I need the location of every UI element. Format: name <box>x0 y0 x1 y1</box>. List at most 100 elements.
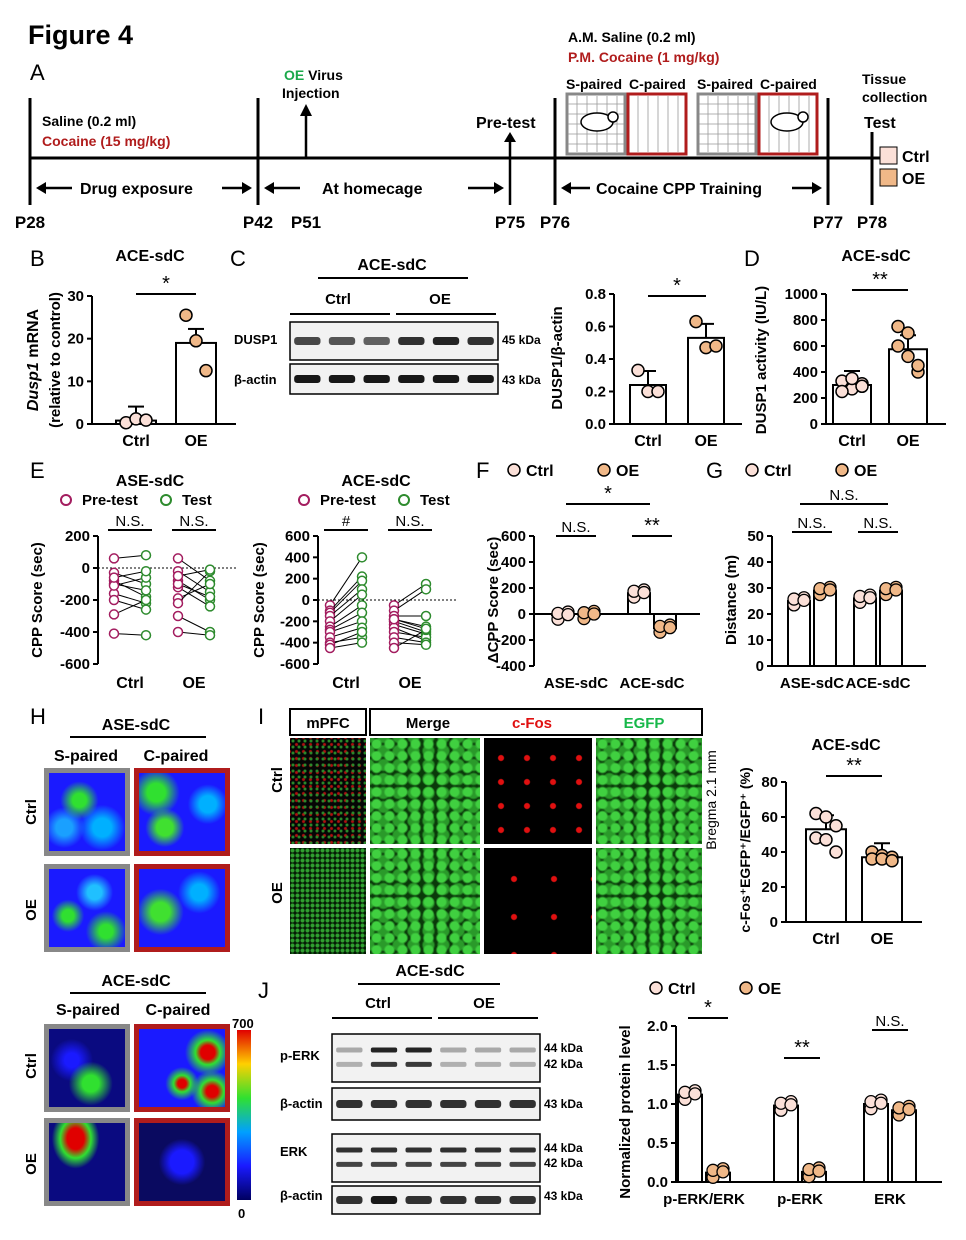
blot-band <box>336 1196 363 1204</box>
saline-early: Saline (0.2 ml) <box>42 113 136 129</box>
day-labels: P28 P42 P51 P75 P76 P77 P78 <box>15 213 887 232</box>
heatmap-ase-ctrl-c <box>134 768 230 856</box>
test-point <box>356 575 368 587</box>
panel-h-bottom-row-ctrl: Ctrl <box>23 1053 40 1079</box>
significance-label: ** <box>794 1037 810 1059</box>
panel-c-kda-2: 43 kDa <box>502 373 541 387</box>
panel-f-chart: -400 -200 0 200 400 600 ASE-sdC ACE-sdC Ctrl OE N.… <box>496 463 700 692</box>
x-tick-label: ACE-sdC <box>619 675 684 692</box>
blot-band <box>509 1100 536 1108</box>
y-tick-label: -200 <box>496 632 526 649</box>
panel-i-header-egfp: EGFP <box>624 715 665 732</box>
blot-band <box>432 337 460 345</box>
panel-e-left-title: ASE-sdC <box>116 473 185 490</box>
panel-i-chart: 0 20 40 60 80 Ctrl OE ** <box>761 755 922 948</box>
y-tick-label: 80 <box>761 774 778 791</box>
blot-strip <box>289 363 499 395</box>
test-point <box>204 629 216 641</box>
panel-c-blot <box>289 321 499 395</box>
panel-b-title: ACE-sdC <box>115 248 185 265</box>
panel-c-ylabel: DUSP1/β-actin <box>549 306 566 409</box>
significance-label: * <box>162 273 170 295</box>
panel-letter-i: I <box>258 704 264 729</box>
pair-line <box>113 572 147 585</box>
x-tick-label: OE <box>694 433 717 450</box>
y-tick-label: 600 <box>793 338 818 355</box>
x-tick-label: Ctrl <box>332 675 360 692</box>
data-point <box>637 585 651 600</box>
heatmap-scale-min: 0 <box>238 1206 245 1221</box>
cocaine-early: Cocaine (15 mg/kg) <box>42 133 170 149</box>
panel-i-title: ACE-sdC <box>811 737 881 754</box>
data-point <box>797 593 811 607</box>
micrograph-oe-merge <box>370 848 480 954</box>
pretest-point <box>172 597 184 609</box>
data-point <box>823 583 837 597</box>
significance-label: N.S. <box>561 519 590 536</box>
blot-band <box>474 1147 502 1153</box>
c-paired-1: C-paired <box>629 76 686 92</box>
significance-label: N.S. <box>863 515 892 532</box>
significance-label: ** <box>846 755 862 777</box>
pair-line <box>113 577 147 587</box>
pm-cocaine-label: P.M. Cocaine (1 mg/kg) <box>568 49 719 65</box>
pair-line <box>177 586 211 607</box>
pair-line <box>393 620 427 633</box>
blot-strip <box>331 1087 541 1121</box>
blot-band <box>405 1047 432 1053</box>
bar <box>175 341 217 425</box>
legend-ctrl: Ctrl <box>902 149 930 166</box>
significance-label: N.S. <box>829 487 858 504</box>
pair-line <box>329 604 363 628</box>
blot-band <box>336 1161 363 1167</box>
pair-line <box>393 627 427 641</box>
x-tick-label: OE <box>896 433 919 450</box>
pretest-point <box>108 628 120 639</box>
heatmap-ace-ctrl-s <box>44 1024 130 1112</box>
micrograph-ctrl-mpfc <box>290 738 366 844</box>
blot-band <box>474 1196 502 1204</box>
legend-ctrl: Ctrl <box>764 463 792 480</box>
bar <box>861 856 903 923</box>
tissue-label-1: Tissue <box>862 71 906 87</box>
legend-test-marker <box>398 494 410 506</box>
y-tick-label: 0 <box>76 416 84 433</box>
pair-line <box>177 583 211 599</box>
y-tick-label: -400 <box>280 635 310 652</box>
test-point <box>204 578 216 590</box>
blot-band <box>370 1161 398 1167</box>
legend-pretest-marker <box>298 494 310 506</box>
panel-h-top-row-oe: OE <box>23 899 40 921</box>
blot-strip <box>331 1133 541 1183</box>
pair-line <box>329 576 363 612</box>
injection-label: Injection <box>282 85 340 101</box>
blot-band <box>440 1100 467 1108</box>
y-tick-label: 0.5 <box>647 1135 668 1152</box>
bar <box>879 589 903 667</box>
pretest-point <box>172 570 184 582</box>
y-tick-label: 20 <box>761 879 778 896</box>
panel-c-kda-1: 45 kDa <box>502 333 541 347</box>
legend-oe: OE <box>854 463 877 480</box>
test-point <box>204 591 216 603</box>
bar <box>677 1093 703 1184</box>
y-tick-label: 60 <box>761 809 778 826</box>
test-point <box>140 629 152 641</box>
seg3-right-head <box>812 182 822 194</box>
panel-j-row-perk: p-ERK <box>280 1048 320 1063</box>
data-point <box>891 319 905 334</box>
panel-letter-g: G <box>706 458 723 483</box>
pair-line <box>329 642 363 649</box>
panel-j-row-actin-1: β-actin <box>280 1096 323 1111</box>
panel-i-ylabel: c-Fos⁺EGFP⁺/EGFP⁺ (%) <box>737 767 753 932</box>
panel-j-kda-3b: 42 kDa <box>544 1156 583 1170</box>
day-label: P51 <box>291 213 321 232</box>
pretest-point <box>388 613 400 625</box>
y-tick-label: -400 <box>60 624 90 641</box>
y-tick-label: -600 <box>60 656 90 673</box>
pretest-point <box>108 572 120 583</box>
panel-b-ylabel-gene: Dusp1 <box>25 362 42 411</box>
test-point <box>420 584 432 595</box>
legend-test: Test <box>182 492 212 509</box>
